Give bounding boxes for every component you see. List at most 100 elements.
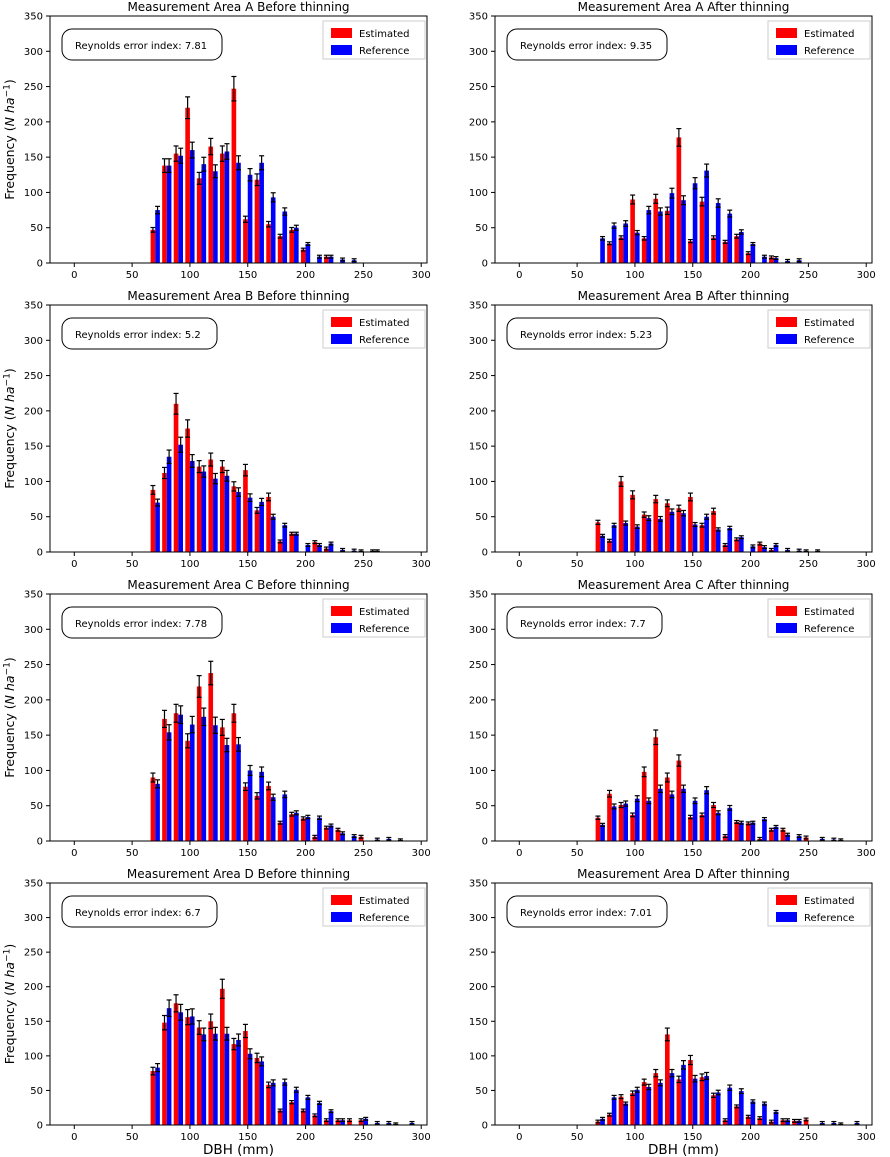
- error-bar: [242, 463, 248, 477]
- bar-reference: [715, 203, 721, 263]
- error-bar: [224, 737, 230, 753]
- error-bar: [780, 827, 786, 832]
- x-tick-label: 250: [354, 559, 373, 570]
- x-tick-label: 150: [683, 1132, 702, 1143]
- bar-estimated: [208, 1021, 214, 1125]
- error-bar: [722, 834, 728, 839]
- bar-reference: [773, 258, 779, 263]
- axes-frame: [49, 15, 428, 264]
- error-bar: [745, 1114, 751, 1119]
- y-tick-label: 250: [24, 948, 43, 959]
- chart-area-c-after: 0 50 100 150 200 250 300 350 0 50 100 150 200 250 300 R…: [469, 578, 876, 859]
- bar-reference: [692, 1078, 698, 1125]
- error-bar: [692, 1074, 698, 1083]
- error-bar: [155, 1062, 161, 1073]
- error-bar: [166, 999, 172, 1017]
- y-tick-label: 150: [24, 442, 43, 453]
- error-bar: [347, 1118, 353, 1123]
- chart-area-b-before: 0 50 100 150 200 250 300 350 0 50 100 150 200 250 300 R…: [2, 289, 431, 570]
- error-bar: [293, 531, 299, 536]
- error-bar: [358, 549, 364, 553]
- bar-reference: [704, 1075, 709, 1125]
- legend-swatch-estimated: [331, 895, 352, 905]
- bar-reference: [294, 227, 299, 263]
- bar-reference: [623, 523, 628, 552]
- bar-estimated: [618, 805, 624, 841]
- error-bar: [664, 206, 670, 216]
- bar-reference: [305, 544, 311, 552]
- bar-estimated: [745, 1116, 751, 1125]
- bar-estimated: [347, 1120, 352, 1125]
- axes-frame: [494, 882, 873, 1126]
- bar-reference: [247, 174, 253, 263]
- bar-reference: [773, 1111, 779, 1125]
- y-tick-label: 200: [24, 982, 43, 993]
- error-bar: [600, 1116, 606, 1121]
- bar-estimated: [220, 466, 225, 552]
- bar-estimated: [688, 1060, 693, 1125]
- y-tick-label: 100: [24, 1051, 43, 1062]
- error-bar: [316, 1100, 322, 1106]
- bar-reference: [213, 725, 218, 841]
- error-bar: [351, 834, 357, 839]
- error-bar: [722, 542, 728, 547]
- error-bar: [641, 766, 647, 778]
- annotation-text: Reynolds error index: 5.23: [520, 330, 652, 341]
- annotation-box: [61, 606, 223, 639]
- error-bar: [669, 1068, 675, 1078]
- error-bar: [277, 233, 283, 239]
- bar-reference: [247, 497, 253, 552]
- bar-estimated: [196, 178, 202, 263]
- bar-estimated: [208, 459, 214, 552]
- bar-reference: [155, 783, 160, 841]
- bar-estimated: [231, 88, 237, 263]
- error-bar: [676, 1075, 682, 1084]
- error-bar: [646, 1083, 652, 1091]
- axes-frame: [494, 304, 873, 553]
- error-bar: [358, 834, 364, 839]
- error-bar: [161, 709, 167, 729]
- error-bar: [838, 1122, 844, 1126]
- error-bar: [277, 820, 283, 825]
- error-bar: [595, 815, 601, 820]
- error-bar: [196, 460, 202, 474]
- error-bar: [727, 209, 733, 218]
- legend-swatch-reference: [776, 334, 797, 344]
- y-tick-label: 250: [469, 660, 488, 671]
- bar-estimated: [324, 256, 329, 263]
- bar-reference: [270, 197, 276, 263]
- error-bar: [727, 525, 733, 531]
- y-tick-label: 350: [469, 879, 488, 890]
- error-bar: [219, 718, 225, 736]
- bar-reference: [692, 800, 698, 841]
- error-bar: [270, 192, 276, 203]
- error-bar: [386, 836, 392, 841]
- error-bar: [646, 205, 652, 215]
- error-bar: [595, 1119, 601, 1124]
- error-bar: [634, 795, 640, 803]
- error-bar: [623, 800, 629, 807]
- y-tick-label: 150: [469, 731, 488, 742]
- error-bar: [340, 257, 346, 262]
- bar-estimated: [757, 543, 763, 552]
- x-tick-label: 50: [126, 559, 139, 570]
- bar-estimated: [722, 241, 728, 263]
- x-tick-label: 50: [571, 559, 584, 570]
- bar-estimated: [266, 1084, 271, 1125]
- bar-reference: [236, 162, 241, 263]
- error-bar: [212, 716, 218, 734]
- bar-reference: [351, 836, 357, 841]
- legend-label: Estimated: [804, 607, 855, 618]
- error-bar: [692, 521, 698, 528]
- y-tick-label: 100: [469, 1051, 488, 1062]
- bar-reference: [785, 834, 790, 841]
- y-tick-label: 300: [469, 625, 488, 636]
- error-bar: [328, 1109, 334, 1114]
- error-bar: [254, 792, 260, 800]
- bar-estimated: [711, 237, 716, 263]
- bar-estimated: [289, 229, 295, 263]
- bar-reference: [704, 170, 709, 263]
- legend-swatch-estimated: [331, 606, 352, 616]
- bar-reference: [340, 1120, 345, 1125]
- error-bar: [657, 1079, 663, 1087]
